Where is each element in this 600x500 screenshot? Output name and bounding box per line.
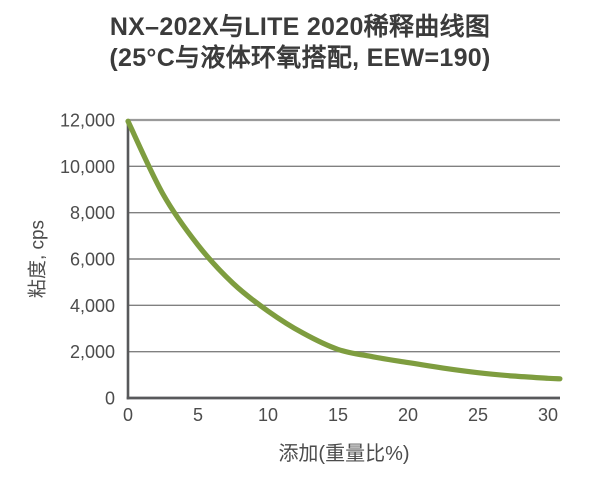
y-tick-label: 2,000 — [70, 342, 115, 362]
y-tick-label: 12,000 — [60, 111, 115, 131]
y-tick-label: 10,000 — [60, 157, 115, 177]
x-tick-label: 0 — [123, 405, 133, 425]
y-tick-label: 8,000 — [70, 203, 115, 223]
x-axis-title: 添加(重量比%) — [278, 443, 410, 465]
viscosity-curve — [125, 118, 563, 382]
y-tick-label: 4,000 — [70, 296, 115, 316]
chart-title-line1: NX–202X与LITE 2020稀释曲线图 — [109, 13, 491, 41]
y-tick-label: 6,000 — [70, 250, 115, 270]
x-tick-label: 25 — [468, 405, 488, 425]
x-tick-label: 5 — [193, 405, 203, 425]
y-tick-label: 0 — [105, 389, 115, 409]
chart-title: NX–202X与LITE 2020稀释曲线图 (25°C与液体环氧搭配, EEW… — [0, 12, 600, 74]
x-tick-label: 20 — [398, 405, 418, 425]
chart-title-line2: (25°C与液体环氧搭配, EEW=190) — [109, 44, 491, 72]
x-tick-label: 10 — [258, 405, 278, 425]
x-tick-label: 15 — [328, 405, 348, 425]
x-tick-label: 30 — [538, 405, 558, 425]
